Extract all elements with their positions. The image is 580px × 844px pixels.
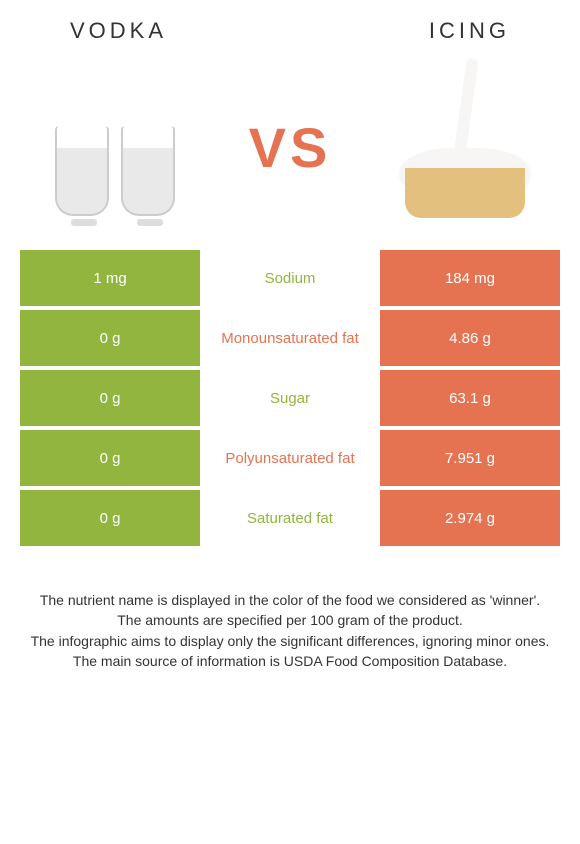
table-row: 0 gSugar63.1 g: [20, 370, 560, 426]
footnotes: The nutrient name is displayed in the co…: [0, 550, 580, 671]
cell-nutrient-label: Sugar: [200, 370, 380, 426]
cell-right-value: 184 mg: [380, 250, 560, 306]
cell-left-value: 1 mg: [20, 250, 200, 306]
glass-icon: [55, 126, 109, 216]
cell-left-value: 0 g: [20, 370, 200, 426]
table-row: 0 gPolyunsaturated fat7.951 g: [20, 430, 560, 486]
table-row: 1 mgSodium184 mg: [20, 250, 560, 306]
table-row: 0 gMonounsaturated fat4.86 g: [20, 310, 560, 366]
footnote-line: The nutrient name is displayed in the co…: [14, 590, 566, 610]
cake-icon: [390, 138, 540, 218]
footnote-line: The infographic aims to display only the…: [14, 631, 566, 651]
title-left: VODKA: [70, 18, 167, 44]
vs-label: VS: [249, 115, 332, 180]
footnote-line: The amounts are specified per 100 gram o…: [14, 610, 566, 630]
cell-right-value: 7.951 g: [380, 430, 560, 486]
images-row: VS: [0, 50, 580, 250]
footnote-line: The main source of information is USDA F…: [14, 651, 566, 671]
glass-icon: [121, 126, 175, 216]
header: VODKA ICING: [0, 0, 580, 50]
cell-right-value: 4.86 g: [380, 310, 560, 366]
cell-left-value: 0 g: [20, 490, 200, 546]
cell-nutrient-label: Polyunsaturated fat: [200, 430, 380, 486]
cell-nutrient-label: Saturated fat: [200, 490, 380, 546]
vodka-image: [20, 62, 210, 232]
cell-nutrient-label: Sodium: [200, 250, 380, 306]
cell-left-value: 0 g: [20, 430, 200, 486]
icing-image: [370, 62, 560, 232]
title-right: ICING: [429, 18, 510, 44]
cell-left-value: 0 g: [20, 310, 200, 366]
table-row: 0 gSaturated fat2.974 g: [20, 490, 560, 546]
cell-nutrient-label: Monounsaturated fat: [200, 310, 380, 366]
cell-right-value: 63.1 g: [380, 370, 560, 426]
cell-right-value: 2.974 g: [380, 490, 560, 546]
comparison-table: 1 mgSodium184 mg0 gMonounsaturated fat4.…: [0, 250, 580, 546]
